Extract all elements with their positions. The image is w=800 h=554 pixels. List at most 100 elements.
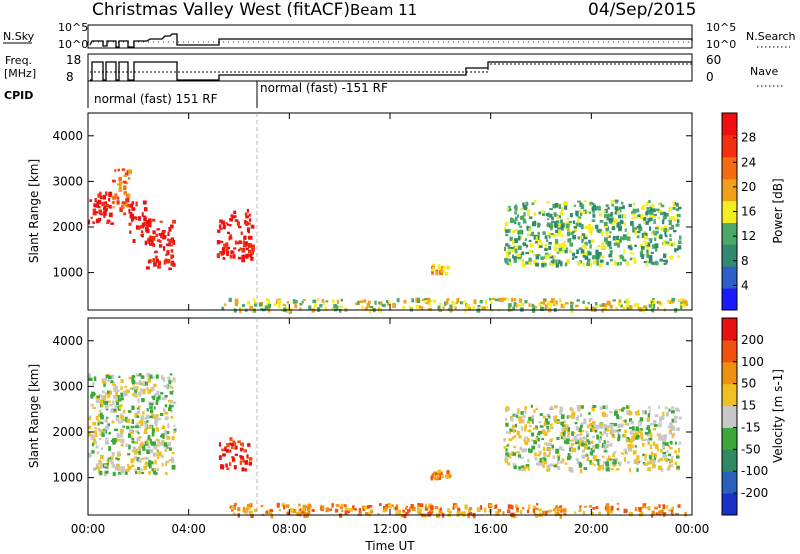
data-cell <box>510 246 514 250</box>
power-data-cells <box>88 168 688 315</box>
data-cell <box>528 257 532 262</box>
data-cell <box>623 434 627 438</box>
data-cell <box>662 242 667 246</box>
data-cell <box>249 218 252 222</box>
data-cell <box>644 463 648 466</box>
data-cell <box>116 183 120 186</box>
data-cell <box>111 452 115 457</box>
data-cell <box>136 385 139 391</box>
data-cell <box>123 191 127 194</box>
data-cell <box>535 437 538 441</box>
colorbar-tick-label: 15 <box>741 399 756 413</box>
data-cell <box>241 257 246 263</box>
data-cell <box>251 308 254 313</box>
data-cell <box>248 235 251 240</box>
data-cell <box>154 417 159 423</box>
data-cell <box>103 383 106 387</box>
data-cell <box>172 219 176 224</box>
data-cell <box>160 392 164 395</box>
data-cell <box>553 464 558 468</box>
data-cell <box>277 299 282 304</box>
data-cell <box>464 504 468 510</box>
data-cell <box>301 300 304 304</box>
data-cell <box>454 504 459 508</box>
data-cell <box>558 259 561 265</box>
data-cell <box>169 391 174 395</box>
data-cell <box>668 446 673 450</box>
data-cell <box>161 397 165 400</box>
data-cell <box>626 461 631 464</box>
data-cell <box>338 513 343 518</box>
data-cell <box>234 302 238 307</box>
data-cell <box>333 303 338 309</box>
data-cell <box>265 297 268 302</box>
data-cell <box>604 237 608 243</box>
data-cell <box>505 422 509 427</box>
data-cell <box>122 390 126 395</box>
data-cell <box>490 301 493 304</box>
data-cell <box>447 265 450 270</box>
data-cell <box>387 504 392 509</box>
data-cell <box>651 204 655 208</box>
data-cell <box>513 464 517 470</box>
data-cell <box>103 430 106 434</box>
data-cell <box>634 244 637 247</box>
data-cell <box>536 503 539 506</box>
x-tick-label: 16:00 <box>473 522 508 536</box>
data-cell <box>662 445 665 449</box>
data-cell <box>633 432 637 437</box>
velocity-ylabel: Slant Range [km] <box>27 364 41 468</box>
data-cell <box>505 229 509 234</box>
data-cell <box>559 406 563 412</box>
data-cell <box>229 218 233 222</box>
data-cell <box>442 265 446 269</box>
data-cell <box>321 505 325 510</box>
data-cell <box>374 300 377 305</box>
data-cell <box>610 505 614 510</box>
data-cell <box>549 509 553 513</box>
data-cell <box>608 246 613 250</box>
data-cell <box>671 506 674 511</box>
data-cell <box>646 425 650 430</box>
data-cell <box>569 249 572 254</box>
data-cell <box>611 203 614 207</box>
data-cell <box>525 261 530 265</box>
data-cell <box>538 452 541 455</box>
data-cell <box>248 213 251 217</box>
data-cell <box>581 252 586 255</box>
data-cell <box>129 387 132 390</box>
data-cell <box>559 260 563 263</box>
data-cell <box>427 511 431 517</box>
data-cell <box>405 505 408 508</box>
data-cell <box>424 299 427 304</box>
data-cell <box>598 438 602 443</box>
data-cell <box>628 305 633 310</box>
nsky-tick-top: 10^5 <box>58 21 88 34</box>
data-cell <box>359 300 364 303</box>
data-cell <box>156 414 159 417</box>
data-cell <box>131 377 134 381</box>
data-cell <box>152 258 156 263</box>
data-cell <box>570 439 574 442</box>
colorbar-tick-label: 16 <box>741 205 756 219</box>
data-cell <box>569 446 574 449</box>
data-cell <box>240 231 243 235</box>
data-cell <box>533 234 538 240</box>
data-cell <box>662 441 665 445</box>
data-cell <box>430 509 434 514</box>
data-cell <box>671 433 674 439</box>
data-cell <box>668 220 672 226</box>
data-cell <box>552 233 556 238</box>
data-cell <box>524 424 528 429</box>
data-cell <box>617 431 620 436</box>
data-cell <box>163 408 166 413</box>
data-cell <box>668 227 672 230</box>
data-cell <box>547 510 550 513</box>
data-cell <box>676 466 680 469</box>
data-cell <box>445 475 448 478</box>
data-cell <box>507 509 511 514</box>
data-cell <box>560 225 564 231</box>
data-cell <box>591 406 595 412</box>
data-cell <box>595 224 599 230</box>
data-cell <box>439 265 444 270</box>
